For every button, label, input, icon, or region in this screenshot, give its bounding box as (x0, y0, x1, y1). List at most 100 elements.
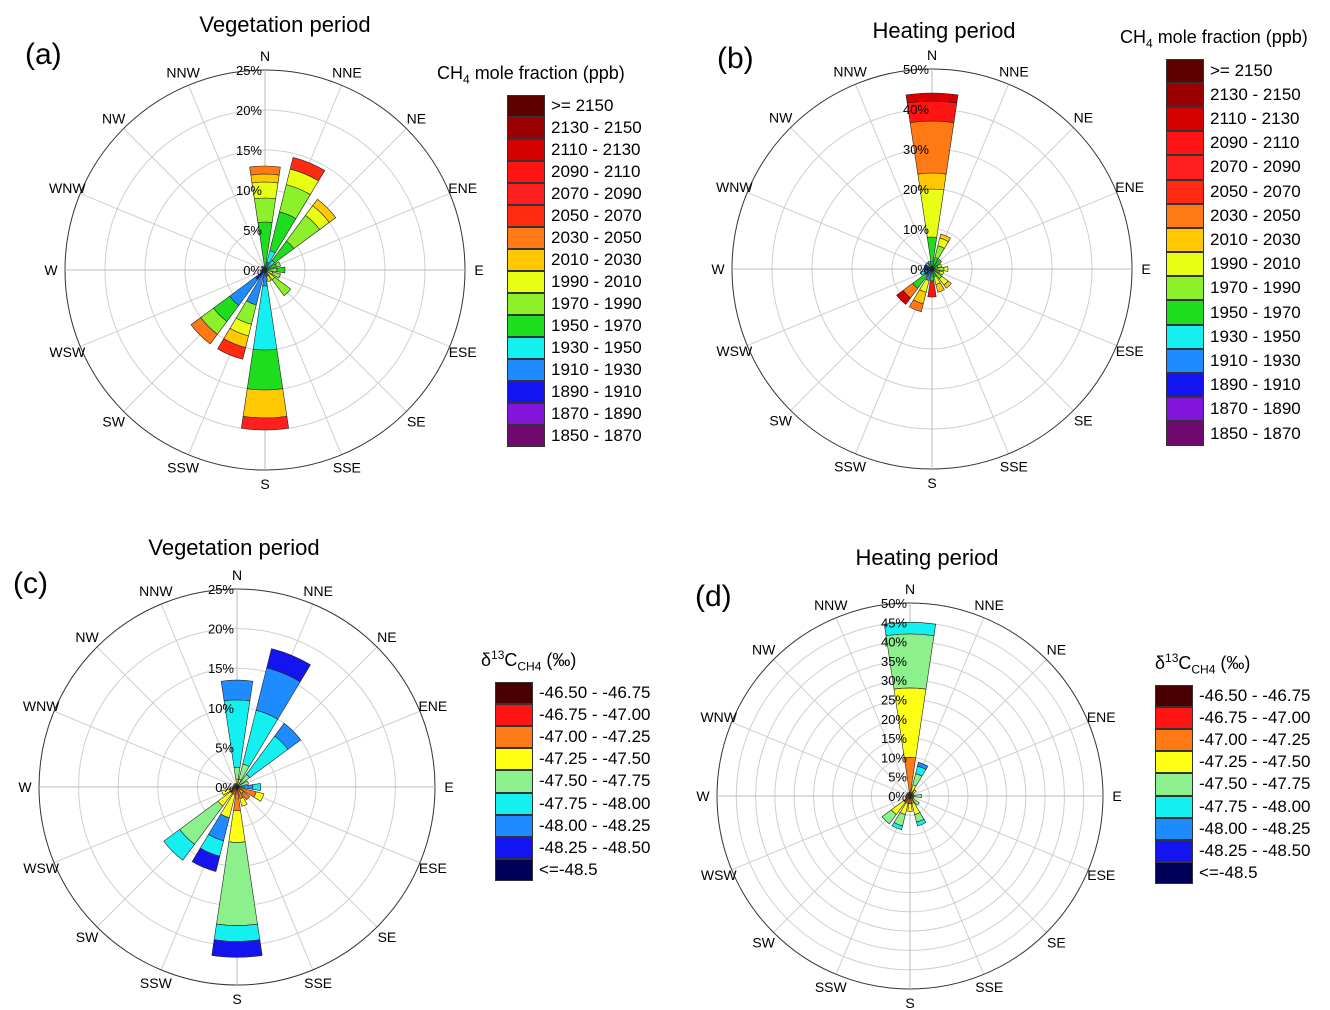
rose-segment (911, 797, 920, 806)
legend-entry: -47.50 - -47.75 (495, 770, 651, 793)
legend-label: 1990 - 2010 (551, 271, 642, 291)
legend-swatch (1166, 203, 1204, 228)
ring-label: 35% (881, 654, 907, 669)
direction-label: SE (1074, 412, 1093, 428)
rose-segment (938, 270, 945, 276)
ch4-legend-b: CH4 mole fraction (ppb) >= 2150 2130 - 21… (1120, 27, 1308, 446)
legend-label: -47.00 - -47.25 (539, 727, 651, 747)
legend-label: 1890 - 1910 (1210, 375, 1301, 395)
spoke-line (931, 127, 1074, 270)
direction-label: SW (752, 934, 775, 950)
direction-label: NNE (303, 583, 333, 599)
d13c-legend-c: δ13CCH4 (‰) -46.50 - -46.75 -46.75 - -47.… (481, 648, 651, 882)
legend-swatch (1155, 706, 1193, 729)
ch4-legend-a: CH4 mole fraction (ppb) >= 2150 2130 - 21… (437, 63, 642, 447)
ring-label: 10% (881, 750, 907, 765)
legend-entry: <=-48.5 (495, 859, 651, 882)
legend-entry: 1910 - 1930 (1166, 348, 1308, 374)
ring-label: 25% (236, 63, 262, 78)
legend-label: >= 2150 (551, 95, 614, 115)
direction-label: SSW (834, 459, 867, 475)
legend-swatch (507, 270, 545, 293)
spoke-line (264, 269, 450, 347)
legend-label: -47.50 - -47.75 (539, 771, 651, 791)
legend-entry: -47.25 - -47.50 (1155, 751, 1311, 774)
rose-segment (262, 265, 266, 271)
legend-swatch (1155, 795, 1193, 818)
legend-swatch (1155, 862, 1193, 885)
direction-label: N (260, 48, 270, 64)
ring-label: 25% (881, 693, 907, 708)
legend-entry: -47.00 - -47.25 (495, 725, 651, 749)
legend-swatch (507, 358, 545, 381)
legend-swatch (1166, 421, 1204, 446)
rose-segment (253, 791, 265, 802)
rose-segment (896, 289, 912, 305)
legend-label: 2010 - 2030 (1210, 230, 1301, 249)
legend-entry: 2090 - 2110 (1166, 131, 1308, 156)
legend-swatch (495, 814, 533, 837)
rose-segment (266, 275, 272, 283)
direction-label: NNE (974, 597, 1004, 613)
rose-segment (191, 847, 221, 872)
direction-label: NNW (814, 597, 848, 613)
direction-label: SSE (975, 979, 1003, 995)
legend-label: 1950 - 1970 (551, 315, 642, 335)
legend-label: -48.00 - -48.25 (1199, 818, 1311, 838)
ring-label: 5% (888, 770, 907, 785)
legend-entry: -48.25 - -48.50 (495, 836, 651, 860)
spoke-line (188, 85, 266, 271)
legend-label: -48.25 - -48.50 (1199, 841, 1311, 860)
legend-swatch (507, 138, 545, 161)
legend-entry: -47.75 - -48.00 (1155, 795, 1311, 818)
legend-swatch (495, 859, 533, 882)
legend-entry: 1850 - 1870 (507, 424, 642, 447)
legend-label: 2010 - 2030 (551, 249, 642, 269)
direction-label: W (711, 261, 725, 277)
rose-segment (163, 828, 196, 861)
legend-entry: 1930 - 1950 (507, 336, 642, 359)
direction-label: N (905, 581, 915, 597)
legend-label: 1970 - 1990 (551, 293, 642, 313)
legend-entry: -48.25 - -48.50 (1155, 839, 1311, 863)
direction-label: E (444, 779, 453, 795)
spoke-line (123, 128, 266, 271)
legend-label: -47.25 - -47.50 (539, 749, 651, 769)
spoke-line (747, 268, 933, 346)
ring-label: 30% (903, 142, 929, 157)
rose-segment (241, 791, 251, 801)
legend-label: 1890 - 1910 (551, 381, 642, 401)
legend-entry: -48.00 - -48.25 (495, 814, 651, 837)
rose-segment (312, 198, 337, 223)
direction-label: ENE (448, 180, 477, 196)
direction-label: NNW (166, 64, 200, 80)
legend-swatch (1166, 276, 1204, 301)
legend-label: 1930 - 1950 (1210, 326, 1301, 346)
legend-entry: 2050 - 2070 (507, 204, 642, 227)
ring-label: 0% (888, 789, 907, 804)
legend-entry: 1870 - 1890 (507, 402, 642, 425)
legend-label: -47.00 - -47.25 (1199, 730, 1311, 750)
legend-entry: 1890 - 1910 (507, 380, 642, 403)
rose-segment (232, 786, 238, 788)
legend-entry: 1850 - 1870 (1166, 421, 1308, 446)
spoke-line (931, 268, 1117, 346)
spoke-line (264, 269, 407, 412)
rose-segment (927, 260, 933, 270)
legend-swatch (1166, 397, 1204, 422)
panel-b: (b) Heating period 0% 10% 20% 30% 40% 50% N NNE… (0, 0, 1330, 500)
chart-title: Heating period (855, 545, 999, 570)
spoke-line (236, 786, 378, 928)
legend-entry: <=-48.5 (1155, 862, 1311, 885)
direction-label: WNW (23, 698, 60, 714)
rose-segment (917, 761, 929, 770)
legend-entry: 2050 - 2070 (1166, 179, 1308, 204)
rose-segment (211, 939, 263, 958)
rose-segment (913, 793, 922, 799)
legend-entry: 1970 - 1990 (507, 292, 642, 315)
legend-swatch (495, 792, 533, 815)
ring-label: 5% (215, 740, 234, 755)
direction-label: ESE (419, 860, 447, 876)
rose-segment (239, 796, 248, 807)
